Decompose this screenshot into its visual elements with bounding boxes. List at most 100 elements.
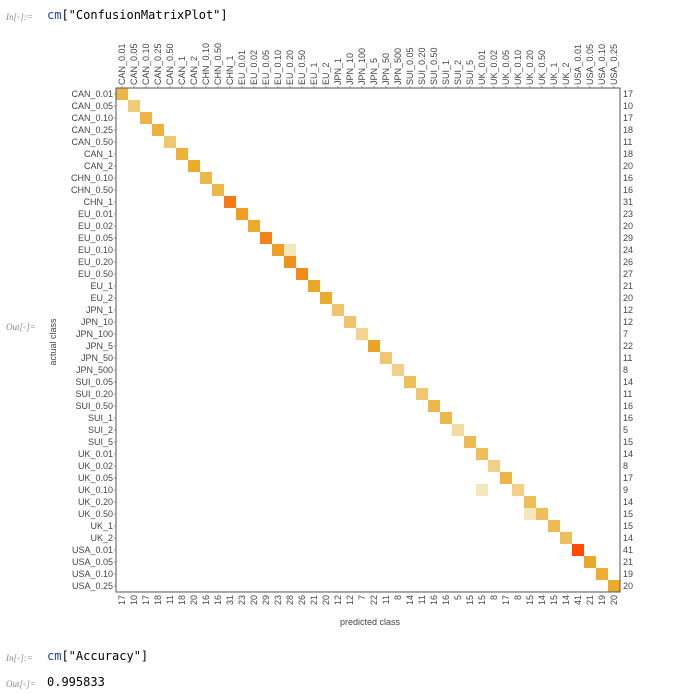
column-total-label: 29 — [261, 595, 271, 605]
column-total-label: 11 — [381, 595, 391, 604]
row-label: EU_0.05 — [78, 233, 113, 243]
column-label: SUI_1 — [441, 60, 451, 85]
matrix-cell — [284, 256, 296, 268]
column-label: EU_0.02 — [249, 50, 259, 85]
row-total-label: 14 — [623, 497, 633, 507]
column-label: UK_0.20 — [525, 50, 535, 85]
column-total-label: 18 — [177, 595, 187, 605]
column-label: EU_2 — [321, 62, 331, 85]
column-total-label: 23 — [273, 595, 283, 605]
input-code-1[interactable]: cm["ConfusionMatrixPlot"] — [47, 8, 228, 22]
row-label: CHN_1 — [83, 197, 113, 207]
matrix-cell — [116, 88, 128, 100]
row-total-label: 21 — [623, 557, 633, 567]
column-label: UK_0.01 — [477, 50, 487, 85]
column-total-label: 12 — [345, 595, 355, 605]
row-label: CAN_0.50 — [71, 137, 113, 147]
column-total-label: 20 — [189, 595, 199, 605]
matrix-cell — [476, 484, 488, 496]
row-total-label: 15 — [623, 509, 633, 519]
column-label: EU_1 — [309, 62, 319, 85]
column-label: UK_0.05 — [501, 50, 511, 85]
row-total-label: 7 — [623, 329, 628, 339]
row-total-label: 20 — [623, 581, 633, 591]
matrix-cell — [392, 364, 404, 376]
column-label: CAN_0.50 — [165, 43, 175, 85]
matrix-cell — [536, 508, 548, 520]
matrix-cell — [476, 448, 488, 460]
row-label: SUI_0.05 — [75, 377, 113, 387]
row-total-label: 11 — [623, 389, 632, 399]
row-label: CHN_0.10 — [71, 173, 113, 183]
column-total-label: 11 — [165, 595, 175, 604]
code-symbol: cm — [47, 649, 62, 663]
matrix-cell — [560, 532, 572, 544]
row-label: USA_0.25 — [72, 581, 113, 591]
row-label: CAN_0.25 — [71, 125, 113, 135]
output-prompt-1: Out[◦]= — [6, 322, 36, 332]
matrix-cell — [608, 580, 620, 592]
row-label: SUI_2 — [88, 425, 113, 435]
row-total-label: 24 — [623, 245, 633, 255]
input-code-2[interactable]: cm["Accuracy"] — [47, 649, 148, 663]
row-label: JPN_100 — [76, 329, 113, 339]
row-total-label: 8 — [623, 461, 628, 471]
matrix-cell — [428, 400, 440, 412]
matrix-cell — [404, 376, 416, 388]
column-total-label: 41 — [573, 595, 583, 605]
row-label: SUI_1 — [88, 413, 113, 423]
column-label: USA_0.01 — [573, 44, 583, 85]
column-label: SUI_0.20 — [417, 47, 427, 85]
row-label: JPN_5 — [86, 341, 113, 351]
matrix-cell — [212, 184, 224, 196]
row-total-label: 15 — [623, 437, 633, 447]
matrix-cell — [596, 568, 608, 580]
column-label: CAN_0.05 — [129, 43, 139, 85]
matrix-cells — [116, 88, 620, 592]
row-label: UK_1 — [90, 521, 113, 531]
matrix-labels: CAN_0.01 17 CAN_0.01 17 CAN_0.05 10 CAN_0.05 10… — [71, 43, 633, 605]
column-label: SUI_0.50 — [429, 47, 439, 85]
code-argument: ["ConfusionMatrixPlot"] — [61, 8, 228, 22]
row-total-label: 20 — [623, 221, 633, 231]
row-total-label: 15 — [623, 521, 633, 531]
row-total-label: 16 — [623, 185, 633, 195]
column-label: EU_0.10 — [273, 50, 283, 85]
matrix-cell — [272, 244, 284, 256]
column-total-label: 14 — [537, 595, 547, 605]
matrix-cell — [248, 220, 260, 232]
matrix-cell — [512, 484, 524, 496]
matrix-cell — [524, 496, 536, 508]
column-label: EU_0.05 — [261, 50, 271, 85]
matrix-cell — [548, 520, 560, 532]
matrix-cell — [584, 556, 596, 568]
column-label: UK_1 — [549, 62, 559, 85]
row-label: EU_1 — [90, 281, 113, 291]
column-label: CHN_0.10 — [201, 43, 211, 85]
column-total-label: 21 — [309, 595, 319, 605]
row-label: CAN_1 — [84, 149, 113, 159]
code-argument: ["Accuracy"] — [61, 649, 149, 663]
input-prompt-2: In[◦]:= — [6, 653, 33, 663]
matrix-cell — [344, 316, 356, 328]
matrix-cell — [488, 460, 500, 472]
row-label: USA_0.01 — [72, 545, 113, 555]
matrix-cell — [188, 160, 200, 172]
row-label: EU_0.20 — [78, 257, 113, 267]
column-label: EU_0.20 — [285, 50, 295, 85]
column-total-label: 8 — [489, 595, 499, 600]
row-total-label: 27 — [623, 269, 633, 279]
row-label: JPN_50 — [81, 353, 113, 363]
row-total-label: 10 — [623, 101, 633, 111]
y-axis-label: actual class — [48, 318, 58, 366]
column-label: EU_0.50 — [297, 50, 307, 85]
column-label: CAN_0.01 — [117, 43, 127, 85]
column-label: JPN_10 — [345, 53, 355, 85]
column-label: SUI_2 — [453, 60, 463, 85]
column-label: JPN_50 — [381, 53, 391, 85]
matrix-cell — [152, 124, 164, 136]
column-total-label: 20 — [321, 595, 331, 605]
matrix-cell — [440, 412, 452, 424]
column-label: CAN_1 — [177, 56, 187, 85]
row-total-label: 5 — [623, 425, 628, 435]
